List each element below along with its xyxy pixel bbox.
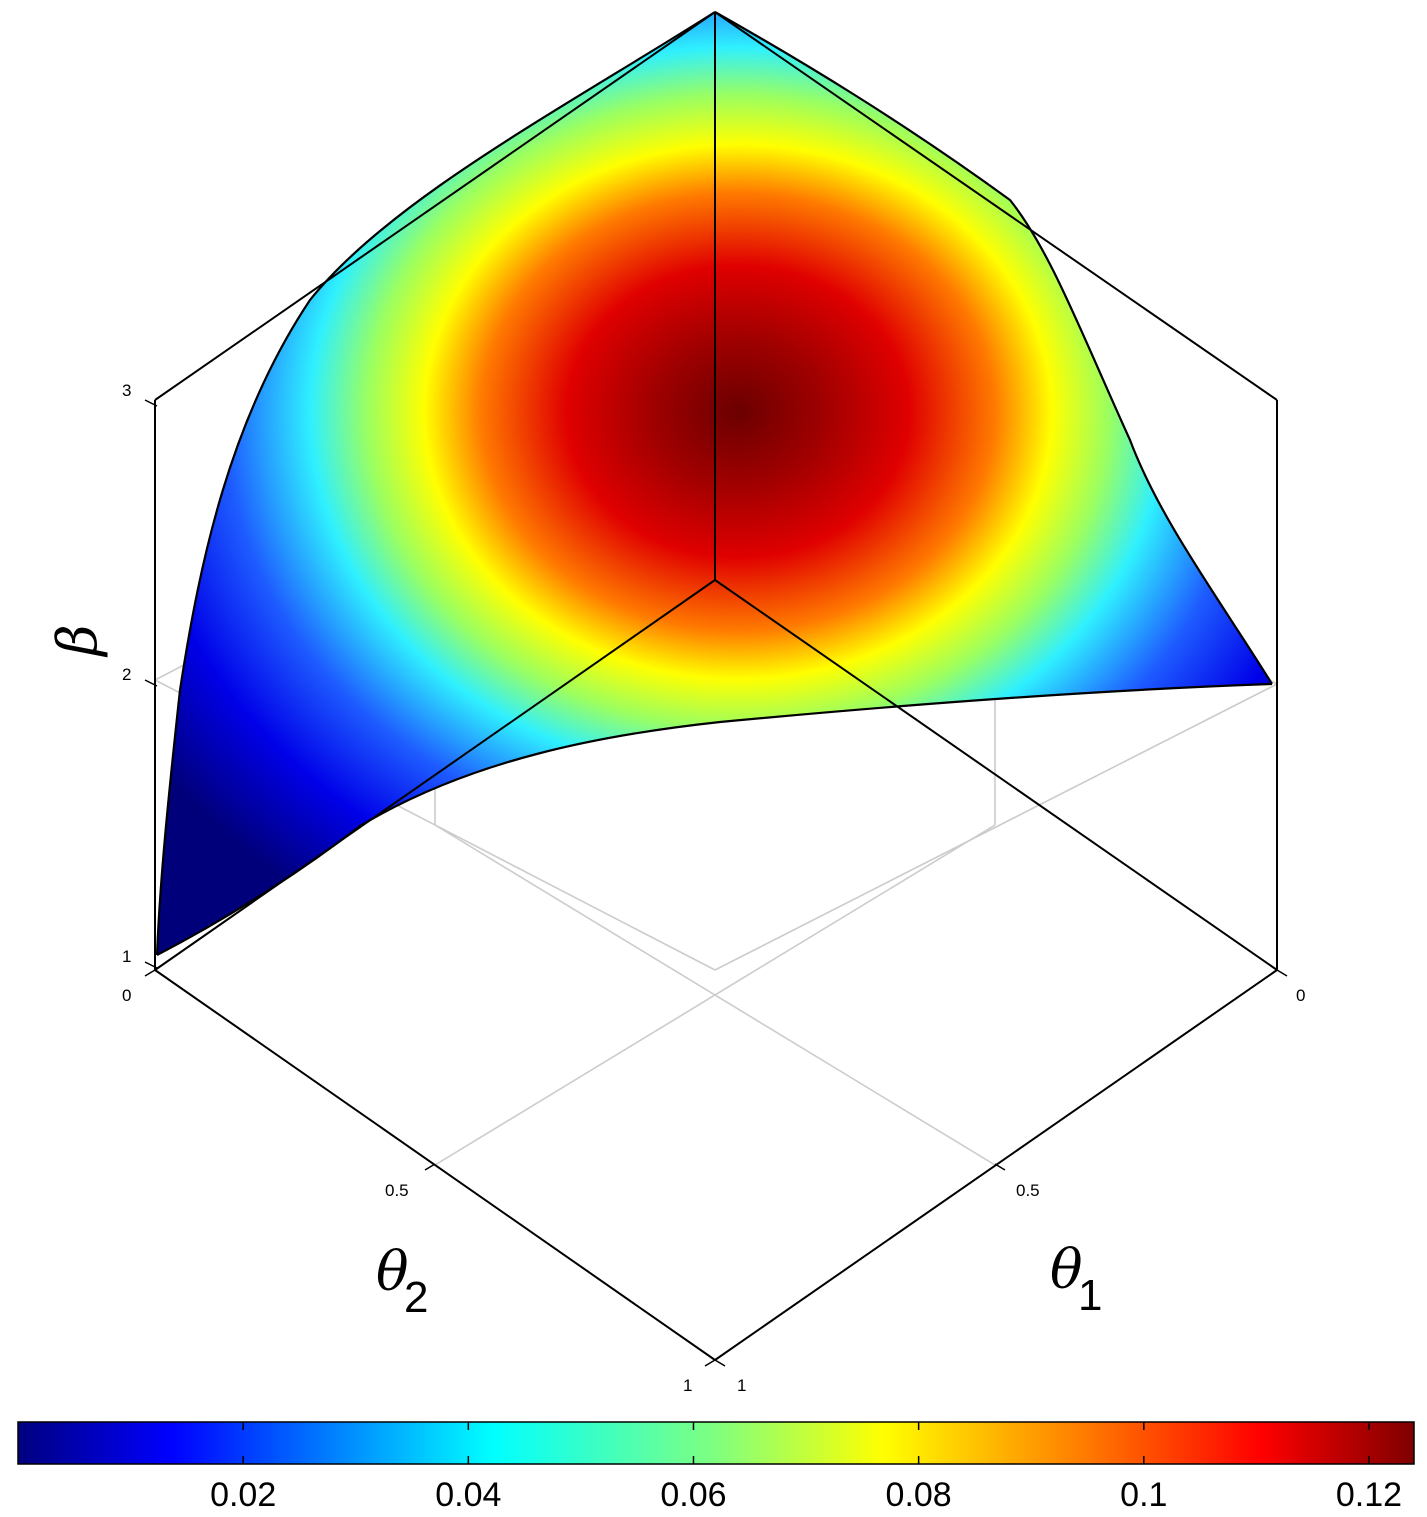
theta1-tick-mark [714, 1359, 726, 1367]
box-edge [714, 11, 1278, 401]
theta1-tick-label: 0 [1296, 986, 1305, 1005]
colorbar-tick-label: 0.08 [886, 1476, 952, 1514]
theta2-tick-label: 0.5 [385, 1181, 409, 1200]
beta-tick-label: 2 [122, 665, 131, 684]
surface-left-edge [155, 11, 716, 956]
beta-tick-label: 1 [122, 947, 131, 966]
surface-right-edge [714, 11, 1273, 685]
theta1-tick-mark [994, 1163, 1006, 1171]
beta-tick-mark [144, 961, 158, 969]
beta-tick-label: 3 [122, 381, 131, 400]
theta2-tick-mark [704, 1359, 716, 1367]
grid-line [434, 824, 996, 1166]
theta2-axis-symbol: θ [376, 1240, 409, 1303]
theta2-tick-label: 0 [122, 986, 131, 1005]
theta2-axis-ticks: 0 0.5 1 [122, 969, 716, 1395]
grid-line [714, 683, 1278, 971]
theta1-tick-mark [1276, 969, 1288, 977]
colorbar: 0.02 0.04 0.06 0.08 0.1 0.12 [17, 1421, 1415, 1514]
colorbar-tick-label: 0.02 [210, 1476, 276, 1514]
theta1-axis-ticks: 0 0.5 1 [714, 969, 1305, 1395]
beta-axis-ticks: 3 2 1 [122, 381, 158, 969]
box-edge [714, 579, 1278, 971]
beta-tick-mark [144, 399, 158, 407]
theta1-axis-symbol-sub: 1 [1078, 1271, 1102, 1320]
beta-tick-mark [144, 679, 158, 687]
theta2-tick-label: 1 [683, 1376, 692, 1395]
theta2-tick-mark [424, 1163, 436, 1171]
theta2-tick-mark [144, 969, 156, 977]
box-edge [154, 11, 716, 401]
box-edge [154, 969, 716, 1361]
theta2-axis-subscript: 2 [404, 1273, 428, 1322]
beta-axis-label: β [46, 624, 109, 657]
theta1-tick-label: 1 [737, 1376, 746, 1395]
theta1-tick-label: 0.5 [1016, 1181, 1040, 1200]
box-edge [154, 579, 716, 971]
colorbar-ticks: 0.02 0.04 0.06 0.08 0.1 0.12 [210, 1422, 1402, 1514]
colorbar-tick-label: 0.06 [660, 1476, 726, 1514]
colorbar-tick-label: 0.1 [1120, 1476, 1167, 1514]
colorbar-gradient [17, 1421, 1415, 1465]
colorbar-tick-label: 0.04 [435, 1476, 501, 1514]
colorbar-tick-label: 0.12 [1336, 1476, 1402, 1514]
theta1-axis-label: θ 1 [1050, 1238, 1102, 1320]
theta1-axis-symbol: θ [1050, 1238, 1083, 1301]
theta2-axis-label: θ 2 [376, 1240, 428, 1322]
